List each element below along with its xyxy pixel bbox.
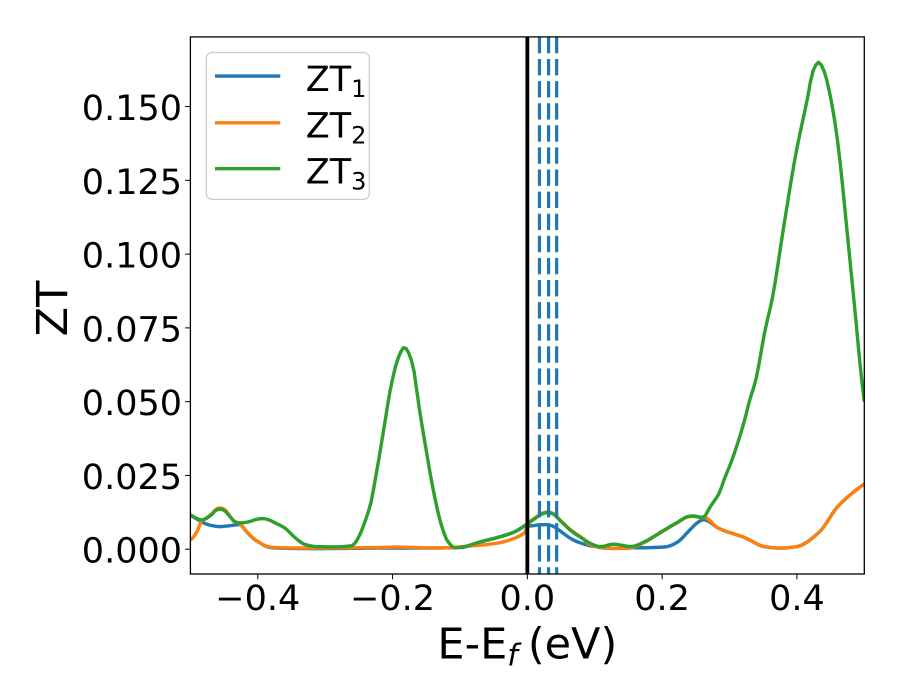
y-tick-label-4: 0.100 bbox=[82, 237, 182, 277]
tick-labels-group: −0.4 −0.2 0.0 0.2 0.4 0.000 0.025 0.050 0.075 0.1… bbox=[82, 89, 825, 619]
y-tick-label-0: 0.000 bbox=[82, 532, 182, 572]
legend-label-main-3: ZT bbox=[306, 153, 352, 193]
legend-label-subscript-3: 3 bbox=[351, 168, 366, 196]
x-tick-label-1: −0.2 bbox=[350, 579, 435, 619]
legend-label-1: ZT1 bbox=[306, 60, 367, 103]
vlines-group bbox=[525, 36, 559, 574]
ticks-group bbox=[185, 106, 798, 580]
legend-label-2: ZT2 bbox=[306, 107, 367, 150]
y-tick-label-2: 0.050 bbox=[82, 384, 182, 424]
legend-label-subscript-1: 1 bbox=[351, 75, 366, 103]
y-axis-label: ZT bbox=[28, 280, 78, 336]
x-tick-label-2: 0.0 bbox=[500, 579, 556, 619]
y-tick-label-3: 0.075 bbox=[82, 310, 182, 350]
legend-box bbox=[205, 51, 371, 201]
x-axis-label-main: E-E bbox=[437, 620, 507, 670]
x-tick-label-0: −0.4 bbox=[215, 579, 300, 619]
x-axis-label: E-Ef (eV) bbox=[437, 620, 617, 674]
y-tick-label-6: 0.150 bbox=[82, 89, 182, 129]
y-tick-label-5: 0.125 bbox=[82, 163, 182, 203]
x-tick-label-4: 0.4 bbox=[769, 579, 825, 619]
legend-label-subscript-2: 2 bbox=[351, 122, 366, 150]
y-tick-label-1: 0.025 bbox=[82, 458, 182, 498]
legend-label-main-2: ZT bbox=[306, 107, 352, 147]
legend-label-3: ZT3 bbox=[306, 153, 367, 196]
legend-label-main-1: ZT bbox=[306, 60, 352, 100]
x-axis-label-unit: (eV) bbox=[528, 620, 617, 670]
x-tick-label-3: 0.2 bbox=[634, 579, 690, 619]
